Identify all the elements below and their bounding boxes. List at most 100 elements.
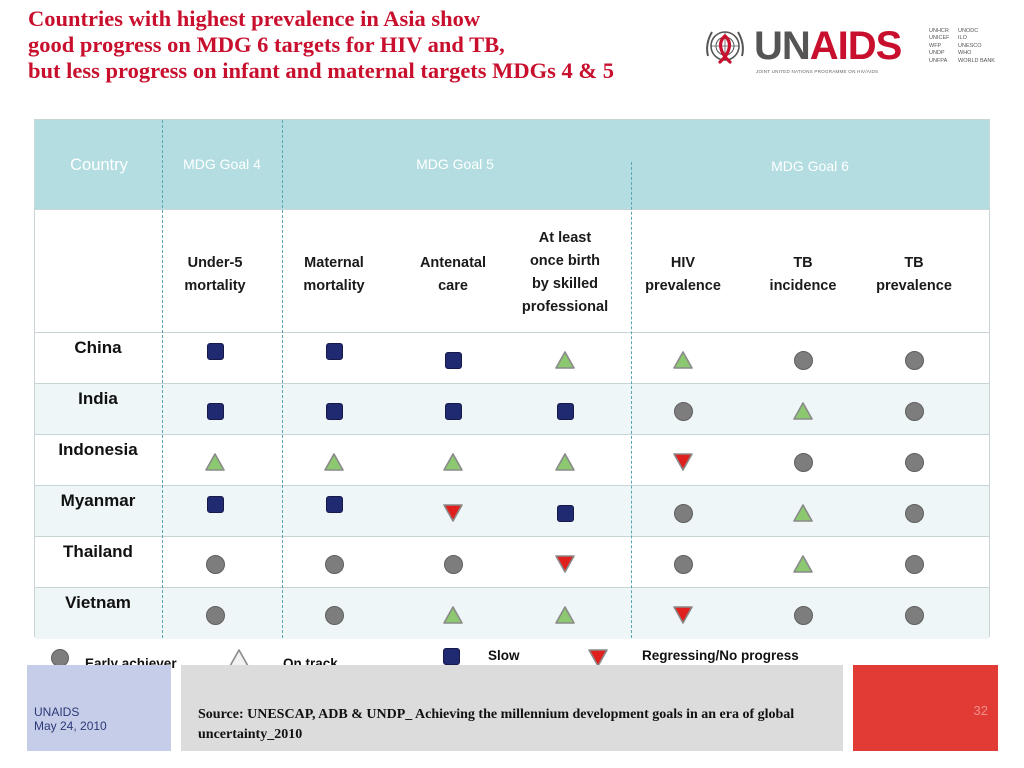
on-track-triangle-icon (555, 606, 575, 624)
logo-partner: ILO (958, 35, 967, 42)
slow-square-icon (206, 496, 224, 513)
slow-square-icon (556, 403, 574, 420)
early-achiever-circle-icon (205, 606, 225, 625)
footer-date: May 24, 2010 (34, 719, 107, 733)
logo-word-un: UN (754, 24, 811, 68)
slow-square-icon (444, 352, 462, 369)
on-track-triangle-icon (793, 504, 813, 522)
logo-partner: UNODC (958, 28, 979, 34)
on-track-triangle-icon (205, 453, 225, 471)
mdg-progress-table: Country MDG Goal 4 MDG Goal 5 MDG Goal 6… (34, 119, 990, 639)
indicator-header-5: HIV prevalence (628, 252, 738, 298)
table-row: Myanmar (35, 485, 989, 537)
early-achiever-circle-icon (793, 351, 813, 370)
country-name: Myanmar (60, 491, 136, 510)
indicator-header-line: incidence (769, 278, 837, 294)
logo-partners-col-1: UNHCR UNICEF WFP UNDP UNFPA (929, 28, 949, 65)
indicator-header-4: At least once birth by skilled professional (510, 227, 620, 319)
logo-partner: UNFPA (929, 57, 948, 64)
on-track-triangle-icon (673, 351, 693, 369)
indicator-header-1: Under-5 mortality (160, 252, 270, 298)
slide-title-line-3: but less progress on infant and maternal… (28, 58, 615, 83)
slow-square-icon (325, 496, 343, 513)
slow-square-icon (556, 505, 574, 522)
header-mdg-goal-4: MDG Goal 4 (183, 156, 261, 172)
early-achiever-circle-icon (673, 402, 693, 421)
slow-square-icon (325, 403, 343, 420)
unaids-logo: UNAIDS JOINT UNITED NATIONS PROGRAMME ON… (702, 20, 1012, 80)
early-achiever-circle-icon (904, 351, 924, 370)
early-achiever-circle-icon (793, 606, 813, 625)
early-achiever-circle-icon (904, 402, 924, 421)
indicator-header-line: professional (521, 299, 609, 315)
header-mdg-goal-6: MDG Goal 6 (771, 158, 849, 174)
legend-regressing-label: Regressing/No progress (642, 648, 799, 663)
page-number: 32 (973, 703, 988, 718)
indicator-header-line: mortality (184, 278, 246, 294)
table-row: Thailand (35, 536, 989, 588)
indicator-header-line: prevalence (876, 278, 952, 294)
early-achiever-circle-icon (673, 555, 693, 574)
on-track-triangle-icon (793, 402, 813, 420)
footer-source: Source: UNESCAP, ADB & UNDP_ Achieving t… (198, 707, 795, 742)
early-achiever-circle-icon (904, 555, 924, 574)
indicator-header-line: TB (904, 255, 924, 271)
logo-word-aids: AIDS (809, 24, 903, 68)
table-row: India (35, 383, 989, 435)
indicator-header-7: TB prevalence (859, 252, 969, 298)
legend-slow-icon (443, 648, 460, 665)
slow-square-icon (206, 343, 224, 360)
regressing-triangle-icon (443, 504, 463, 522)
logo-partner: WORLD BANK (958, 57, 995, 64)
regressing-triangle-icon (673, 453, 693, 471)
logo-partner: UNDP (929, 50, 945, 57)
table-row: Vietnam (35, 587, 989, 639)
indicator-header-line: Under-5 (187, 255, 243, 271)
indicator-header-line: prevalence (645, 278, 721, 294)
early-achiever-circle-icon (324, 555, 344, 574)
logo-partner: UNHCR (929, 28, 949, 34)
early-achiever-circle-icon (793, 453, 813, 472)
footer-org: UNAIDS (34, 705, 80, 719)
early-achiever-circle-icon (443, 555, 463, 574)
on-track-triangle-icon (555, 453, 575, 471)
table-row: Indonesia (35, 434, 989, 486)
on-track-triangle-icon (793, 555, 813, 573)
header-mdg-goal-5: MDG Goal 5 (416, 156, 494, 172)
indicator-header-line: TB (793, 255, 813, 271)
table-row: China (35, 332, 989, 384)
slow-square-icon (444, 403, 462, 420)
on-track-triangle-icon (324, 453, 344, 471)
country-name: Vietnam (65, 593, 131, 612)
early-achiever-circle-icon (904, 453, 924, 472)
on-track-triangle-icon (555, 351, 575, 369)
country-name: India (78, 389, 118, 408)
early-achiever-circle-icon (205, 555, 225, 574)
legend-regressing-icon (587, 648, 609, 673)
early-achiever-circle-icon (904, 504, 924, 523)
slow-square-icon (206, 403, 224, 420)
divider-goal4 (162, 120, 163, 638)
indicator-header-row: Under-5 mortality Maternal mortality Antenat… (35, 209, 989, 333)
regressing-triangle-icon (555, 555, 575, 573)
regressing-triangle-icon (673, 606, 693, 624)
logo-wordmark: UNAIDS (754, 24, 903, 68)
slide-title-line-2: good progress on MDG 6 targets for HIV a… (28, 32, 505, 57)
on-track-triangle-icon (443, 453, 463, 471)
early-achiever-circle-icon (324, 606, 344, 625)
country-name: China (74, 338, 122, 357)
legend-slow-label: Slow (488, 648, 520, 663)
indicator-header-line: care (438, 278, 468, 294)
divider-goal6 (631, 162, 632, 638)
on-track-triangle-icon (443, 606, 463, 624)
early-achiever-circle-icon (673, 504, 693, 523)
header-country: Country (70, 156, 128, 174)
indicator-header-line: by skilled (531, 276, 599, 292)
indicator-header-2: Maternal mortality (279, 252, 389, 298)
slide-title: Countries with highest prevalence in Asi… (28, 6, 788, 84)
logo-partner: WFP (929, 42, 942, 49)
footer-page-panel: 32 (853, 665, 998, 751)
table-header-band: Country MDG Goal 4 MDG Goal 5 MDG Goal 6 (35, 120, 989, 209)
indicator-header-line: HIV (670, 255, 696, 271)
logo-partner: UNESCO (958, 42, 982, 49)
